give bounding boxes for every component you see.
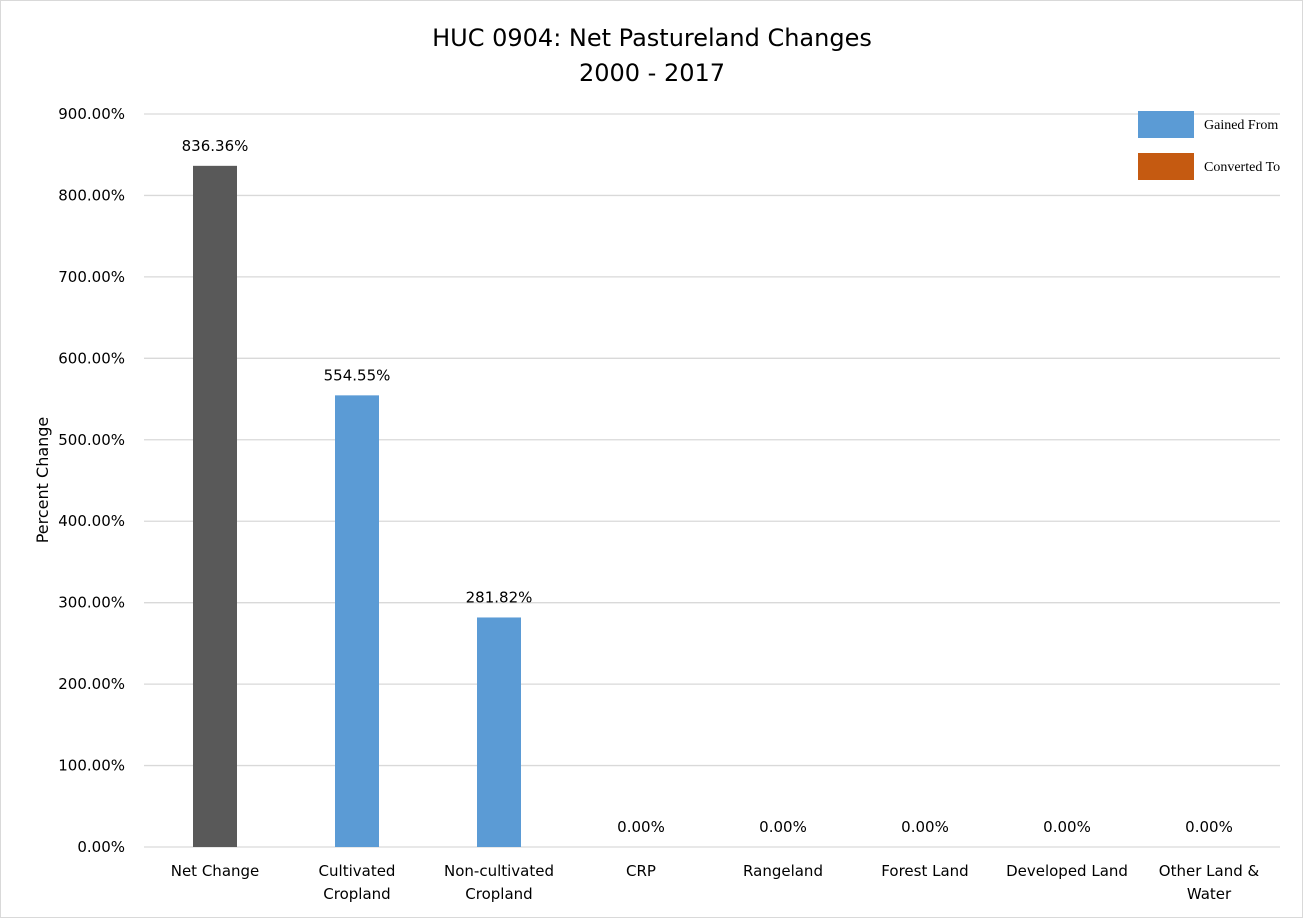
bar [335,395,379,847]
x-category-label: Net Change [171,862,260,880]
y-tick-label: 100.00% [58,757,125,775]
x-axis-categories: Net Change Cultivated CroplandNon-cultivat… [171,862,1260,903]
data-label: 281.82% [466,588,533,606]
legend: Gained From Converted To [1138,111,1280,180]
data-label: 554.55% [324,366,391,384]
data-label: 0.00% [759,818,807,836]
data-label: 0.00% [617,818,665,836]
x-category-label: CRP [626,862,656,880]
x-category-label: Forest Land [881,862,968,880]
x-category-line: CRP [626,862,656,880]
x-category-label: Rangeland [743,862,823,880]
y-tick-label: 400.00% [58,512,125,530]
bars [193,165,521,847]
legend-swatch [1138,111,1194,138]
x-category-line: Water [1187,885,1232,903]
x-category-line: Forest Land [881,862,968,880]
x-category-line: Other Land & [1159,862,1260,880]
x-category-label: Cultivated Cropland [319,862,396,903]
y-axis-ticks: 0.00% 100.00% 200.00% 300.00% 400.00% 500.00%… [58,105,125,856]
data-label: 0.00% [1185,818,1233,836]
chart-subtitle: 2000 - 2017 [579,59,725,87]
y-tick-label: 900.00% [58,105,125,123]
chart-title: HUC 0904: Net Pastureland Changes [432,24,872,52]
gridlines [144,113,1280,848]
y-tick-label: 600.00% [58,349,125,367]
data-label: 836.36% [182,137,249,155]
x-category-line: Developed Land [1006,862,1128,880]
x-category-label: Non-cultivated Cropland [444,862,554,903]
legend-label: Gained From [1204,118,1278,133]
x-category-label: Developed Land [1006,862,1128,880]
legend-swatch [1138,153,1194,180]
data-label: 0.00% [901,818,949,836]
y-tick-label: 200.00% [58,675,125,693]
data-labels: 836.36% 554.55% 281.82% 0.00% 0.00% 0.00% 0.00… [182,137,1233,836]
legend-label: Converted To [1204,160,1280,175]
x-category-line: Cropland [465,885,532,903]
bar [193,165,237,847]
bar [477,617,521,847]
y-tick-label: 800.00% [58,186,125,204]
x-category-line: Cultivated [319,862,396,880]
x-category-line: Rangeland [743,862,823,880]
x-category-line: Net Change [171,862,260,880]
y-tick-label: 300.00% [58,594,125,612]
y-axis-label: Percent Change [33,417,52,544]
x-category-label: Other Land & Water [1159,862,1260,903]
y-tick-label: 0.00% [77,838,125,856]
data-label: 0.00% [1043,818,1091,836]
y-tick-label: 700.00% [58,268,125,286]
x-category-line: Cropland [323,885,390,903]
y-tick-label: 500.00% [58,431,125,449]
x-category-line: Non-cultivated [444,862,554,880]
